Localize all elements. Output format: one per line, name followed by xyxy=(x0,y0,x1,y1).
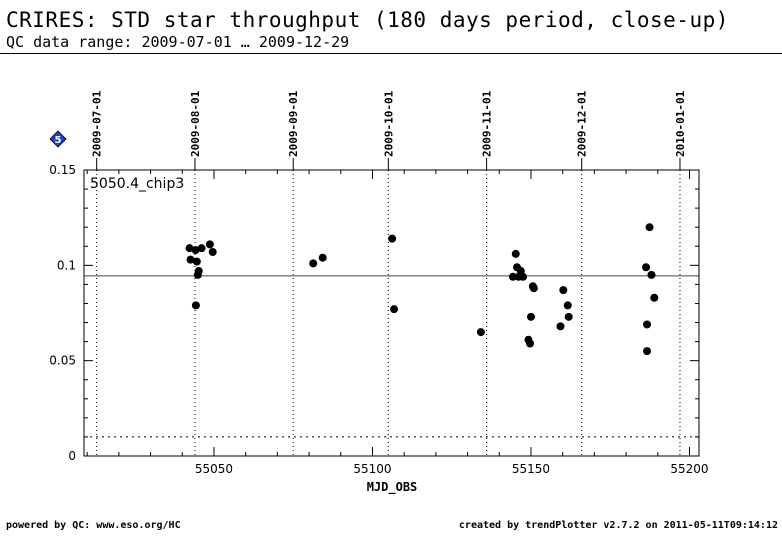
data-points xyxy=(185,223,659,356)
x-tick-label: 55150 xyxy=(512,462,550,476)
data-point xyxy=(390,305,399,314)
date-tick-label: 2009-12-01 xyxy=(576,90,589,157)
data-point xyxy=(643,320,652,329)
data-point xyxy=(205,240,214,249)
data-point xyxy=(519,272,528,281)
data-point xyxy=(508,272,517,281)
date-tick-label: 2009-08-01 xyxy=(189,90,202,157)
data-point xyxy=(208,247,217,256)
data-point xyxy=(650,293,659,302)
axes: 55050 55100 55150 55200 0 0.05 0.1 0.15 xyxy=(49,163,708,476)
data-point xyxy=(309,259,318,268)
data-point xyxy=(192,257,201,266)
date-tick-label: 2009-10-01 xyxy=(382,90,395,157)
x-axis-label: MJD_OBS xyxy=(367,480,418,495)
data-point xyxy=(564,312,573,321)
data-point xyxy=(194,267,203,276)
x-tick-label: 55200 xyxy=(670,462,708,476)
data-point xyxy=(642,263,651,272)
x-tick-label: 55100 xyxy=(353,462,391,476)
footer-created: created by trendPlotter v2.7.2 on 2011-0… xyxy=(458,520,778,531)
plot-frame xyxy=(83,169,700,457)
data-point xyxy=(511,249,520,258)
y-tick-label: 0.15 xyxy=(49,163,76,177)
y-tick-label: 0.05 xyxy=(49,354,76,368)
data-point xyxy=(559,286,568,295)
date-tick-label: 2009-11-01 xyxy=(481,90,494,157)
data-point xyxy=(476,328,485,337)
page-title: CRIRES: STD star throughput (180 days pe… xyxy=(6,8,729,32)
date-tick-label: 2010-01-01 xyxy=(674,90,687,157)
date-tick-label: 2009-07-01 xyxy=(91,90,104,157)
badge-icon: 5 xyxy=(49,130,67,148)
data-point xyxy=(191,246,200,255)
data-point xyxy=(645,223,654,232)
data-point xyxy=(197,244,206,253)
date-tick-label: 2009-09-01 xyxy=(287,90,300,157)
data-point xyxy=(318,253,327,262)
x-tick-label: 55050 xyxy=(195,462,233,476)
data-point xyxy=(556,322,565,331)
header-divider xyxy=(0,53,782,54)
data-point xyxy=(186,255,195,264)
data-point xyxy=(563,301,572,310)
data-point xyxy=(529,284,538,293)
page-subtitle: QC data range: 2009-07-01 … 2009-12-29 xyxy=(6,33,350,51)
grid-lines xyxy=(96,170,681,456)
footer-credit: powered by QC: www.eso.org/HC xyxy=(6,520,181,531)
data-point xyxy=(526,339,535,348)
data-point xyxy=(388,234,397,243)
data-point xyxy=(526,312,535,321)
data-point xyxy=(191,301,200,310)
y-tick-label: 0.1 xyxy=(57,258,76,272)
data-point xyxy=(647,270,656,279)
badge-text: 5 xyxy=(55,135,62,146)
series-label: 5050.4_chip3 xyxy=(90,176,184,192)
y-tick-label: 0 xyxy=(68,449,76,463)
date-ticks: 2009-07-01 2009-08-01 2009-09-01 2009-10-01… xyxy=(91,90,687,170)
data-point xyxy=(643,347,652,356)
data-point xyxy=(185,244,194,253)
